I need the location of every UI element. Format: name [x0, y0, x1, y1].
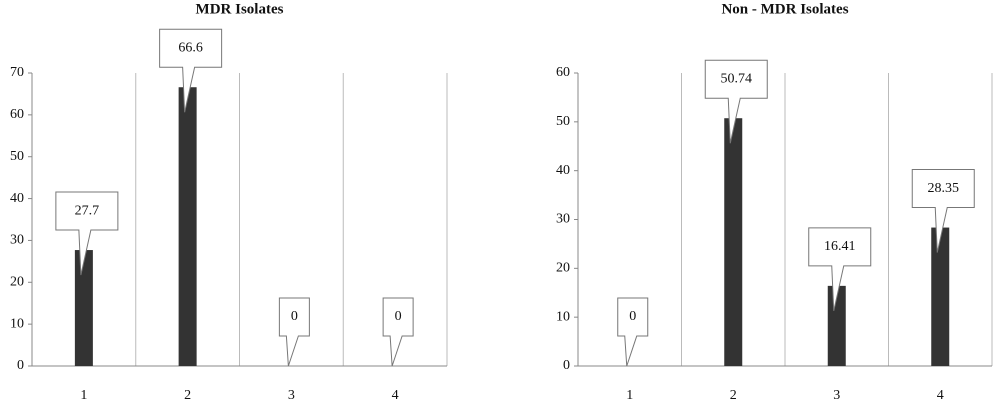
y-tick-label: 10 — [10, 316, 24, 331]
callout — [704, 59, 768, 144]
y-tick-label: 60 — [10, 107, 24, 122]
x-tick-label: 1 — [80, 388, 87, 403]
y-tick-label: 70 — [10, 65, 24, 80]
bar — [931, 227, 950, 366]
bar — [74, 250, 93, 366]
y-tick-label: 40 — [556, 163, 570, 178]
y-tick-label: 50 — [556, 114, 570, 129]
callout — [278, 297, 310, 367]
x-tick-label: 4 — [937, 388, 944, 403]
y-tick-label: 30 — [10, 233, 24, 248]
callout — [617, 297, 649, 367]
y-tick-label: 60 — [556, 65, 570, 80]
y-tick-label: 50 — [10, 149, 24, 164]
bar — [178, 87, 197, 366]
y-tick-label: 20 — [556, 261, 570, 276]
callout — [55, 191, 119, 276]
data-label: 28.35 — [928, 181, 960, 196]
x-tick-label: 3 — [288, 388, 295, 403]
callout — [159, 28, 223, 113]
y-tick-label: 0 — [17, 358, 24, 373]
callout — [911, 169, 975, 253]
y-tick-label: 30 — [556, 212, 570, 227]
bar — [827, 285, 846, 366]
callout — [382, 297, 414, 367]
data-label: 0 — [395, 309, 402, 324]
x-tick-label: 2 — [184, 388, 191, 403]
callout — [808, 227, 872, 311]
x-tick-label: 2 — [730, 388, 737, 403]
y-tick-label: 20 — [10, 275, 24, 290]
bar — [724, 118, 743, 366]
data-label: 0 — [291, 309, 298, 324]
chart-title: Non - MDR Isolates — [721, 1, 848, 17]
x-tick-label: 3 — [833, 388, 840, 403]
y-tick-label: 10 — [556, 309, 570, 324]
data-label: 16.41 — [824, 239, 856, 254]
y-tick-label: 0 — [563, 358, 570, 373]
y-tick-label: 40 — [10, 191, 24, 206]
x-tick-label: 4 — [392, 388, 399, 403]
chart-title: MDR Isolates — [196, 1, 284, 17]
data-label: 27.7 — [75, 203, 100, 218]
x-tick-label: 1 — [626, 388, 633, 403]
data-label: 0 — [629, 309, 636, 324]
data-label: 50.74 — [721, 71, 753, 86]
data-label: 66.6 — [178, 40, 203, 55]
